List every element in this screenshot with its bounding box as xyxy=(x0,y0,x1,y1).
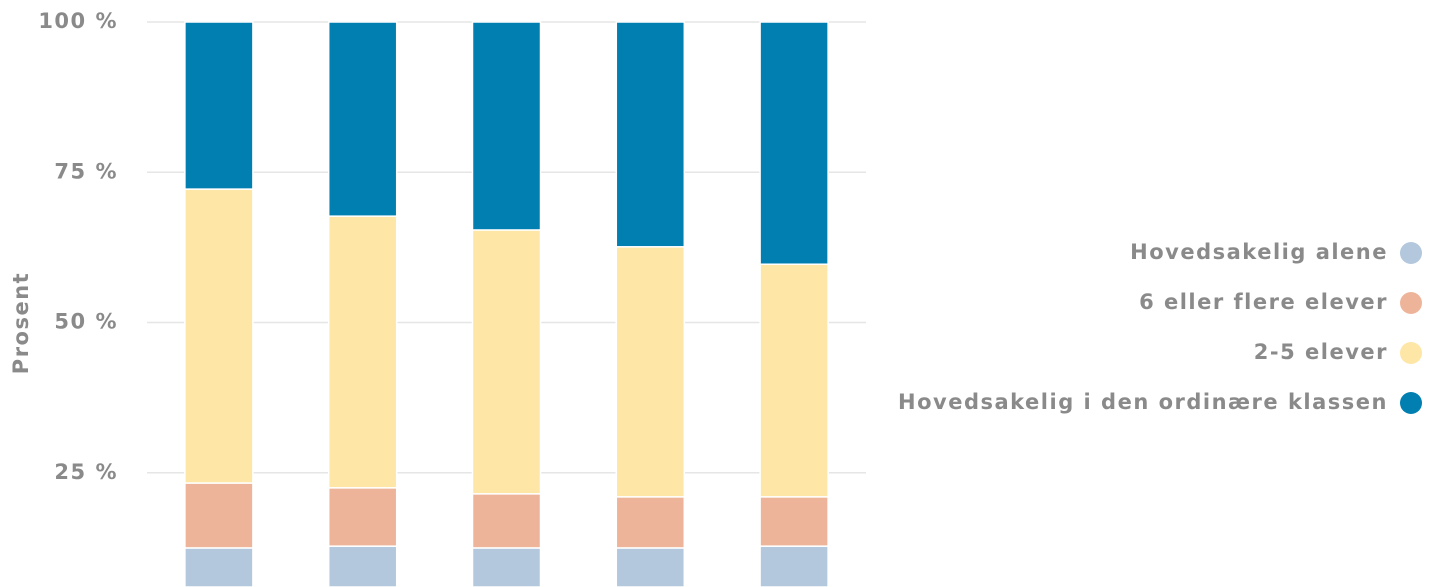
bar-segment xyxy=(184,188,254,484)
bar-segment xyxy=(327,21,398,217)
bar-segment xyxy=(327,215,398,489)
bar-segment xyxy=(471,493,542,549)
y-tick-label: 50 % xyxy=(54,310,118,334)
legend-label: Hovedsakelig i den ordinære klassen xyxy=(898,390,1388,414)
bar-segment xyxy=(471,547,542,587)
bar-segment xyxy=(759,496,829,547)
bar-segment xyxy=(471,21,542,231)
bar-segment xyxy=(759,21,829,265)
y-tick-label: 75 % xyxy=(54,159,118,183)
legend-swatch xyxy=(1400,242,1422,264)
bar-segment xyxy=(184,547,254,587)
bar-segment xyxy=(759,545,829,587)
bar-segment xyxy=(615,547,686,587)
legend-label: 2-5 elever xyxy=(1254,340,1388,364)
bar-segment xyxy=(184,21,254,190)
legend-swatch xyxy=(1400,342,1422,364)
legend-swatch xyxy=(1400,392,1422,414)
bar-segment xyxy=(327,487,398,547)
legend-swatch xyxy=(1400,292,1422,314)
bar-segment xyxy=(615,21,686,248)
y-tick-label: 25 % xyxy=(54,460,118,484)
bar-segment xyxy=(327,545,398,587)
legend-label: Hovedsakelig alene xyxy=(1130,240,1388,264)
y-tick-label: 100 % xyxy=(38,9,118,33)
bar-segment xyxy=(759,263,829,498)
y-axis-label: Prosent xyxy=(9,272,33,374)
bar-segment xyxy=(471,229,542,495)
bar-segment xyxy=(615,246,686,498)
bar-segment xyxy=(184,482,254,549)
bar-segment xyxy=(615,496,686,549)
legend-label: 6 eller flere elever xyxy=(1139,290,1388,314)
